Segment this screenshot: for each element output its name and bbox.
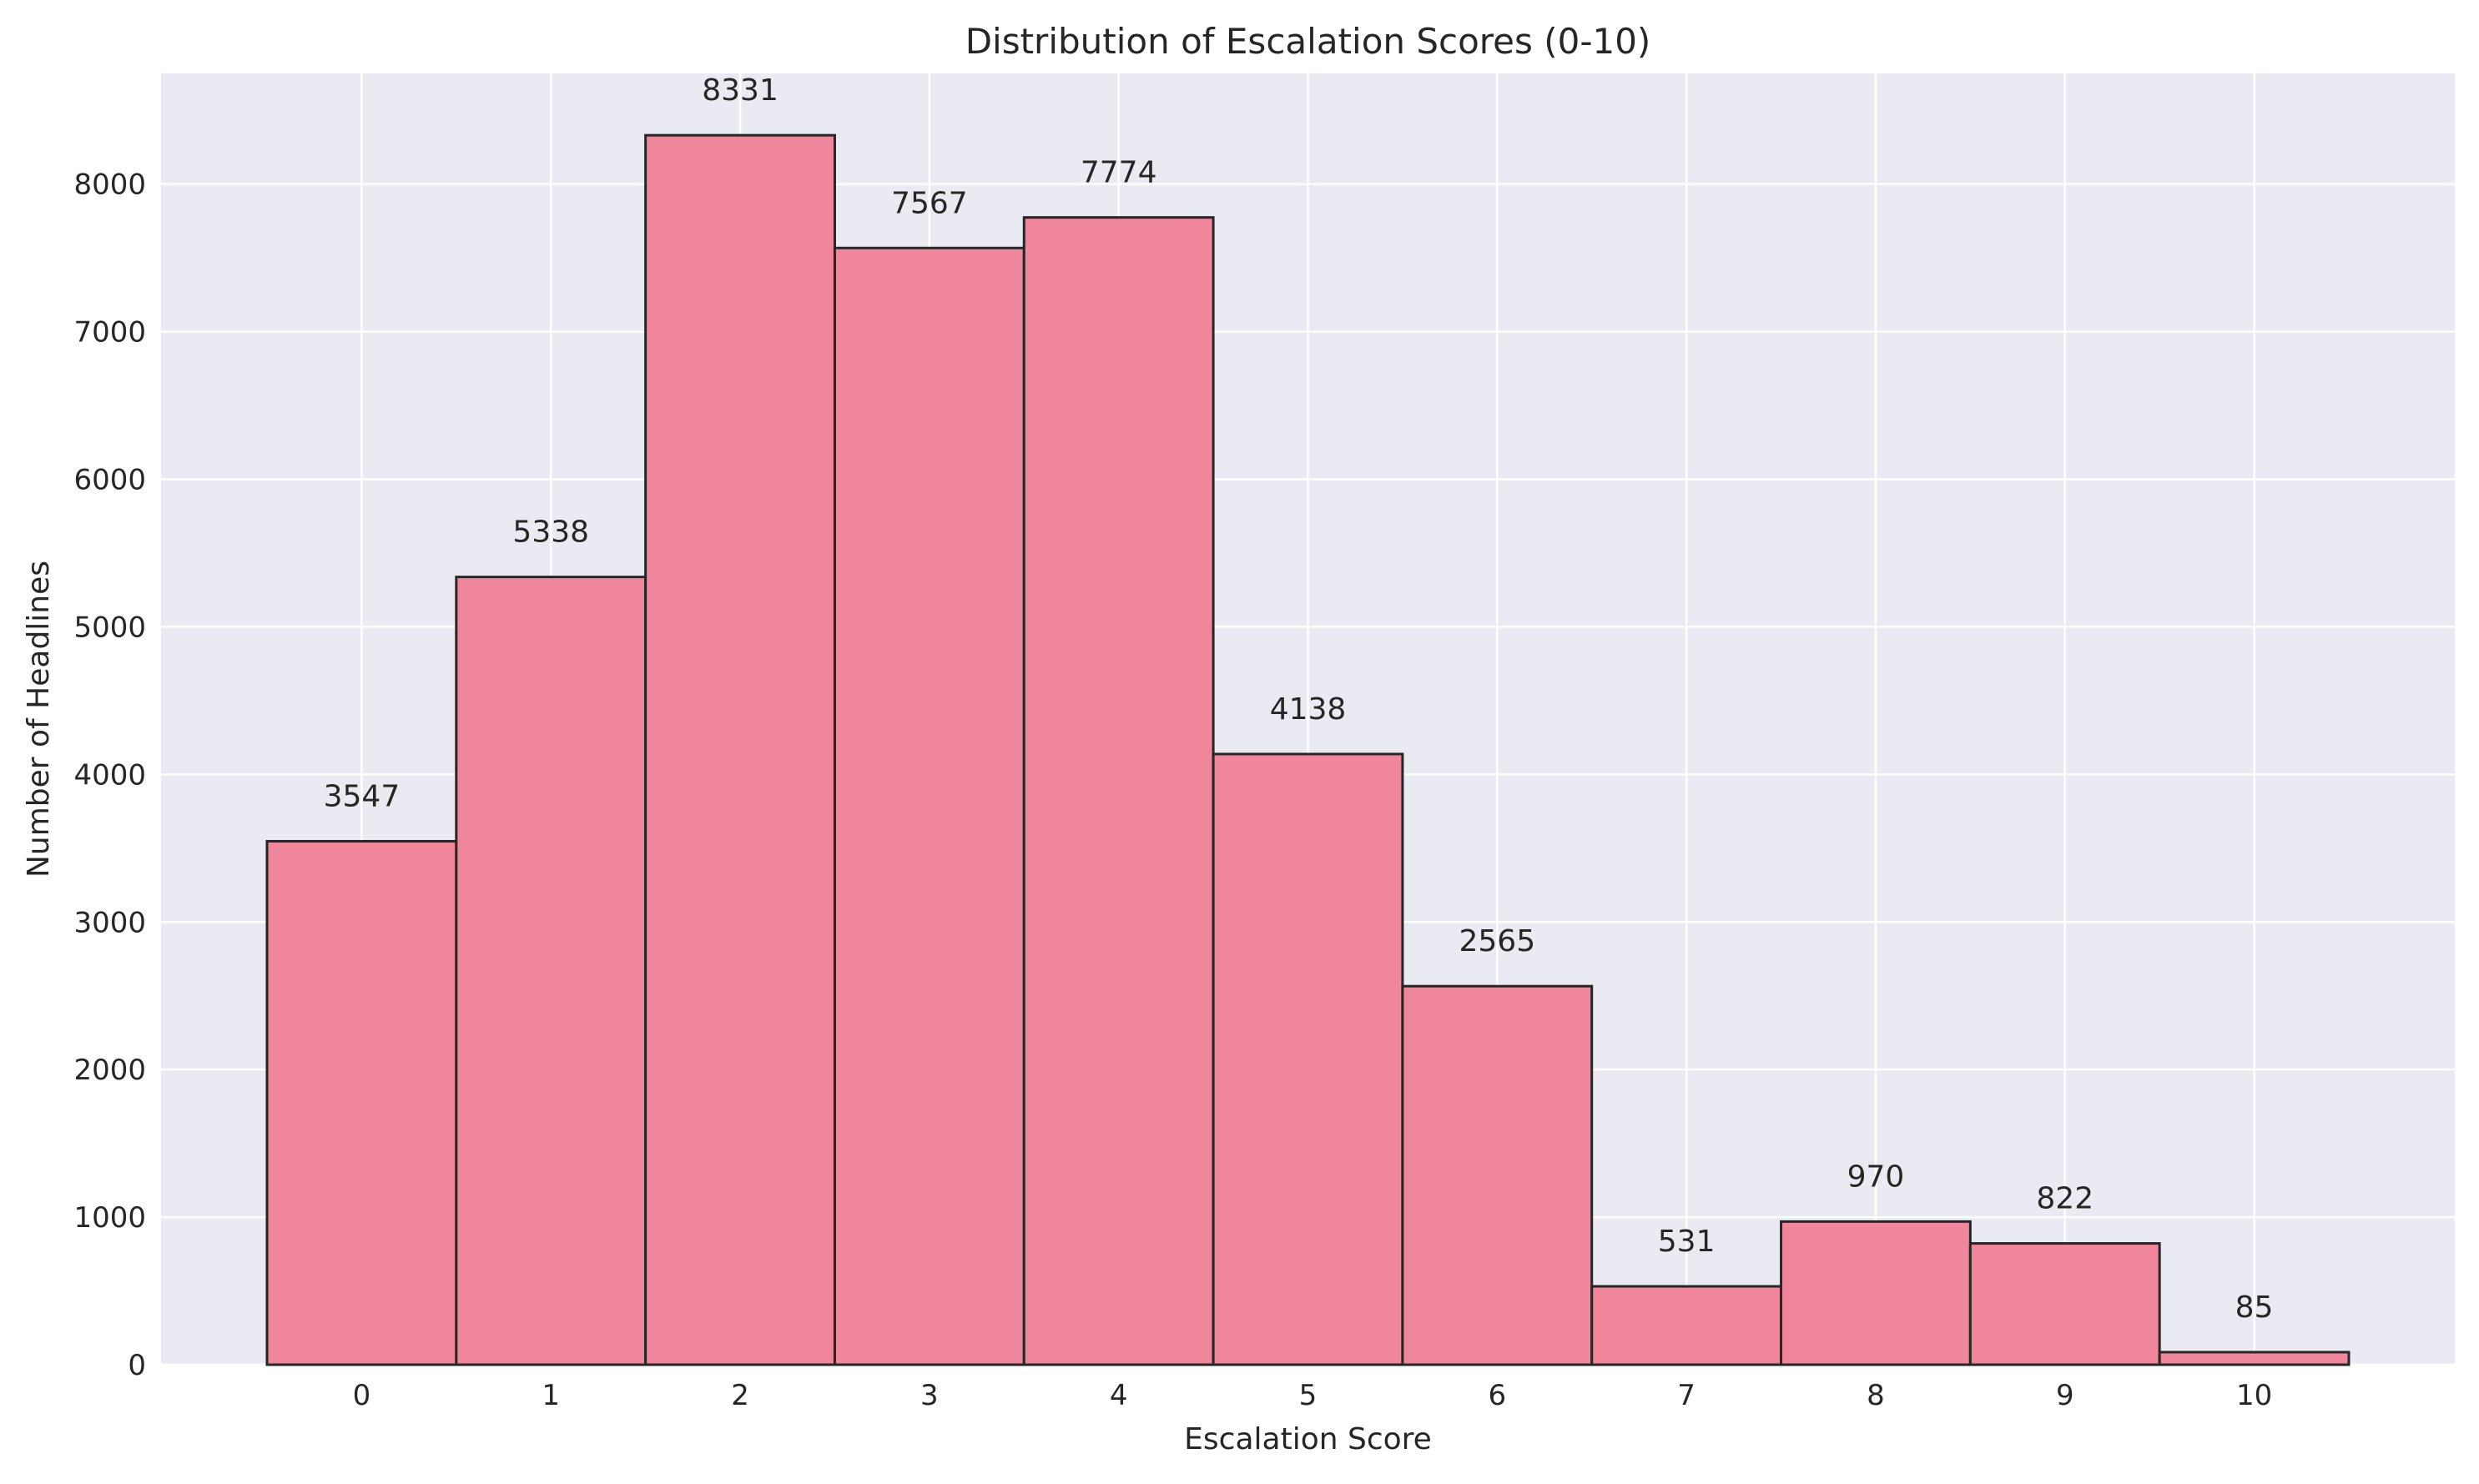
data-label-score-1: 5338 [512, 516, 589, 550]
bar-score-8 [1780, 1220, 1972, 1366]
y-tick-label: 2000 [73, 1054, 146, 1087]
x-axis-label: Escalation Score [1184, 1422, 1432, 1456]
y-tick-label: 1000 [73, 1201, 146, 1235]
bar-score-0 [265, 839, 458, 1366]
bar-score-7 [1590, 1285, 1783, 1366]
bars [265, 133, 2351, 1366]
bar-score-4 [1022, 216, 1215, 1366]
y-tick-label: 0 [128, 1349, 146, 1382]
bar-score-1 [455, 576, 647, 1366]
x-tick-label: 2 [731, 1379, 749, 1412]
y-tick-label: 6000 [73, 464, 146, 497]
data-label-score-4: 7774 [1081, 156, 1157, 190]
y-tick-label: 8000 [73, 169, 146, 202]
bar-score-10 [2158, 1351, 2351, 1366]
data-label-score-6: 2565 [1459, 924, 1536, 958]
x-tick-label: 6 [1488, 1379, 1506, 1412]
data-label-score-2: 8331 [702, 73, 778, 108]
data-label-score-8: 970 [1847, 1160, 1905, 1194]
data-labels: 3547 5338 8331 7567 7774 4138 2565 531 970 822 85 [324, 73, 2274, 1325]
x-tick-label: 8 [1867, 1379, 1885, 1412]
data-label-score-9: 822 [2036, 1182, 2094, 1216]
data-label-score-10: 85 [2235, 1290, 2274, 1325]
bar-score-2 [644, 133, 836, 1366]
x-tick-label: 4 [1110, 1379, 1128, 1412]
y-tick-label: 4000 [73, 758, 146, 792]
x-tick-label: 3 [920, 1379, 939, 1412]
bar-score-5 [1212, 752, 1404, 1366]
bar-score-6 [1401, 984, 1594, 1366]
bar-score-3 [833, 246, 1025, 1366]
x-tick-label: 10 [2236, 1379, 2272, 1412]
y-tick-label: 3000 [73, 906, 146, 939]
data-label-score-3: 7567 [891, 186, 968, 220]
x-tick-label: 1 [542, 1379, 560, 1412]
y-axis-ticks: 0 1000 2000 3000 4000 5000 6000 7000 8000 [73, 169, 146, 1382]
y-tick-label: 7000 [73, 316, 146, 350]
chart-title: Distribution of Escalation Scores (0-10) [965, 21, 1651, 62]
x-tick-label: 0 [353, 1379, 371, 1412]
data-label-score-7: 531 [1658, 1225, 1716, 1259]
data-label-score-5: 4138 [1270, 692, 1347, 727]
x-axis-ticks: 0 1 2 3 4 5 6 7 8 9 10 [353, 1379, 2273, 1412]
x-tick-label: 5 [1299, 1379, 1318, 1412]
bar-score-9 [1968, 1242, 2161, 1366]
x-tick-label: 9 [2056, 1379, 2074, 1412]
y-axis-label: Number of Headlines [22, 561, 56, 878]
data-label-score-0: 3547 [324, 779, 401, 813]
x-tick-label: 7 [1677, 1379, 1695, 1412]
y-tick-label: 5000 [73, 611, 146, 644]
